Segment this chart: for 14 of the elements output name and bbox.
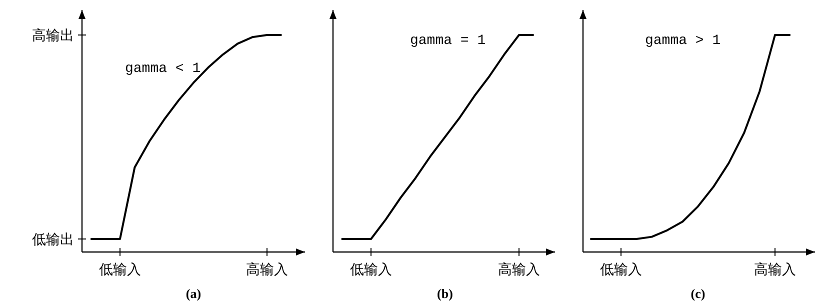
text: 低输出 — [32, 232, 74, 248]
x-tick-label: 高输入 — [754, 262, 796, 278]
x-tick-label: 低输入 — [99, 262, 141, 278]
x-tick-label: 高输入 — [498, 262, 540, 278]
text: 高输出 — [32, 28, 74, 44]
text: (c) — [690, 286, 706, 301]
annotation: gamma > 1 — [645, 33, 721, 49]
x-tick-label: 低输入 — [350, 262, 392, 278]
annotation: gamma < 1 — [125, 61, 201, 77]
x-tick-label: 高输入 — [246, 262, 288, 278]
annotation: gamma = 1 — [410, 33, 486, 49]
text: (b) — [437, 286, 453, 301]
x-tick-label: 低输入 — [600, 262, 642, 278]
text: (a) — [186, 286, 202, 301]
